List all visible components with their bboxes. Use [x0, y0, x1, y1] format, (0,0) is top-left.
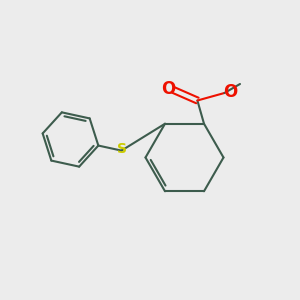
Text: S: S	[116, 142, 127, 156]
Text: O: O	[161, 80, 175, 98]
Text: O: O	[223, 82, 237, 100]
